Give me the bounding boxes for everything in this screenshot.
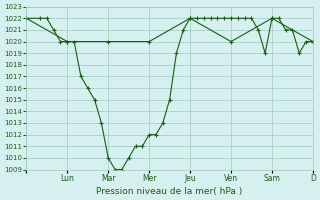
- X-axis label: Pression niveau de la mer( hPa ): Pression niveau de la mer( hPa ): [97, 187, 243, 196]
